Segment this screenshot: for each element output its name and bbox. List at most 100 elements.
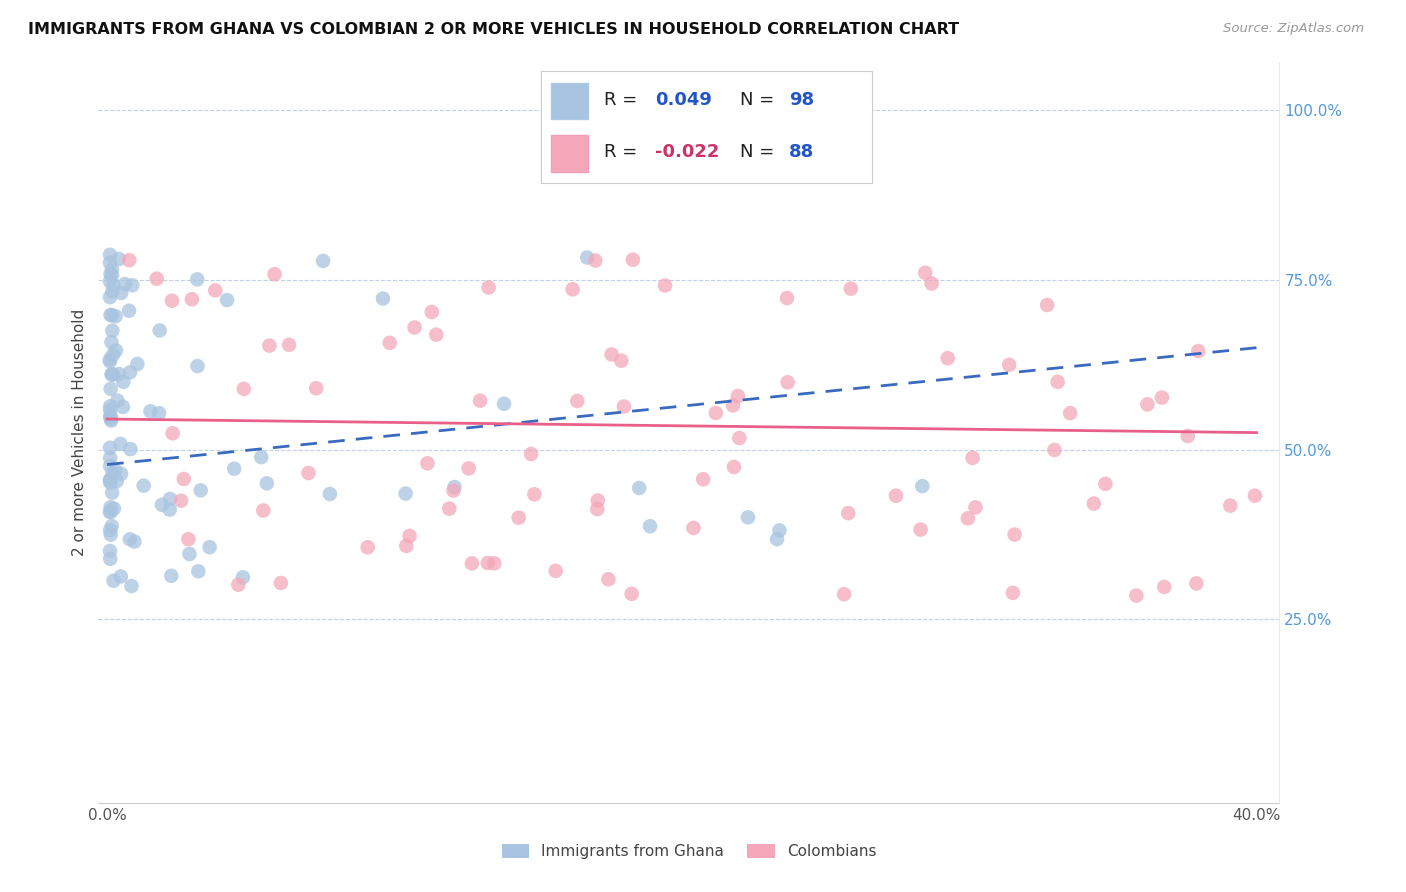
Point	[443, 483, 465, 498]
Point	[962, 450, 984, 465]
Point	[839, 282, 862, 296]
Point	[586, 502, 609, 516]
Point	[98, 290, 121, 304]
Point	[204, 284, 226, 298]
Point	[118, 253, 141, 268]
Point	[682, 521, 704, 535]
Point	[998, 358, 1021, 372]
Point	[613, 400, 636, 414]
Point	[468, 393, 491, 408]
Point	[127, 357, 149, 371]
Point	[312, 253, 335, 268]
Point	[159, 491, 181, 506]
Point	[1150, 391, 1173, 405]
Point	[1136, 397, 1159, 411]
Point	[100, 335, 122, 350]
Point	[101, 368, 124, 382]
Point	[215, 293, 238, 307]
Point	[586, 493, 609, 508]
Point	[98, 255, 121, 269]
Point	[100, 308, 122, 322]
Point	[404, 320, 426, 334]
Point	[100, 519, 122, 533]
Point	[100, 413, 122, 427]
Point	[159, 502, 181, 516]
Point	[250, 450, 273, 464]
Point	[457, 461, 479, 475]
Point	[98, 474, 121, 488]
Point	[228, 578, 250, 592]
Point	[492, 397, 515, 411]
Text: Source: ZipAtlas.com: Source: ZipAtlas.com	[1223, 22, 1364, 36]
Point	[259, 338, 281, 352]
Point	[420, 305, 443, 319]
Point	[278, 338, 301, 352]
Point	[98, 274, 121, 288]
Point	[478, 280, 501, 294]
Point	[692, 472, 714, 486]
Point	[1185, 576, 1208, 591]
Point	[232, 382, 254, 396]
Point	[600, 347, 623, 361]
Point	[110, 467, 132, 481]
Point	[98, 475, 121, 490]
Point	[884, 489, 907, 503]
Point	[305, 381, 328, 395]
Point	[101, 324, 124, 338]
Point	[357, 541, 380, 555]
Text: 0.049: 0.049	[655, 91, 713, 109]
Point	[148, 406, 170, 420]
Point	[177, 532, 200, 546]
Point	[654, 278, 676, 293]
Point	[124, 534, 146, 549]
Point	[98, 248, 121, 262]
Point	[1153, 580, 1175, 594]
FancyBboxPatch shape	[551, 83, 588, 120]
Point	[103, 278, 125, 293]
Point	[1036, 298, 1059, 312]
Point	[108, 367, 131, 381]
Text: N =: N =	[740, 91, 773, 109]
Text: -0.022: -0.022	[655, 144, 720, 161]
Point	[100, 267, 122, 281]
Point	[911, 479, 934, 493]
Point	[101, 467, 124, 481]
Point	[936, 351, 959, 366]
Point	[776, 291, 799, 305]
Point	[150, 498, 173, 512]
Point	[98, 402, 121, 417]
Point	[1219, 499, 1241, 513]
Point	[111, 400, 134, 414]
Point	[1043, 442, 1066, 457]
Point	[728, 431, 751, 445]
Point	[98, 523, 121, 537]
Point	[395, 539, 418, 553]
Point	[112, 375, 135, 389]
Point	[1046, 375, 1069, 389]
FancyBboxPatch shape	[551, 135, 588, 171]
Point	[105, 474, 128, 488]
Text: IMMIGRANTS FROM GHANA VS COLOMBIAN 2 OR MORE VEHICLES IN HOUSEHOLD CORRELATION C: IMMIGRANTS FROM GHANA VS COLOMBIAN 2 OR …	[28, 22, 959, 37]
Legend: Immigrants from Ghana, Colombians: Immigrants from Ghana, Colombians	[495, 838, 883, 865]
Point	[110, 569, 132, 583]
Point	[598, 572, 620, 586]
Point	[180, 292, 202, 306]
Point	[98, 441, 121, 455]
Point	[107, 393, 129, 408]
Point	[256, 476, 278, 491]
Point	[103, 574, 125, 588]
Point	[520, 447, 543, 461]
Point	[776, 376, 799, 390]
Point	[120, 442, 142, 456]
Point	[198, 540, 221, 554]
Text: N =: N =	[740, 144, 773, 161]
Point	[100, 527, 122, 541]
Y-axis label: 2 or more Vehicles in Household: 2 or more Vehicles in Household	[72, 309, 87, 557]
Point	[104, 310, 127, 324]
Point	[98, 458, 121, 473]
Point	[118, 365, 141, 379]
Point	[914, 266, 936, 280]
Point	[121, 579, 143, 593]
Point	[620, 587, 643, 601]
Point	[721, 398, 744, 412]
